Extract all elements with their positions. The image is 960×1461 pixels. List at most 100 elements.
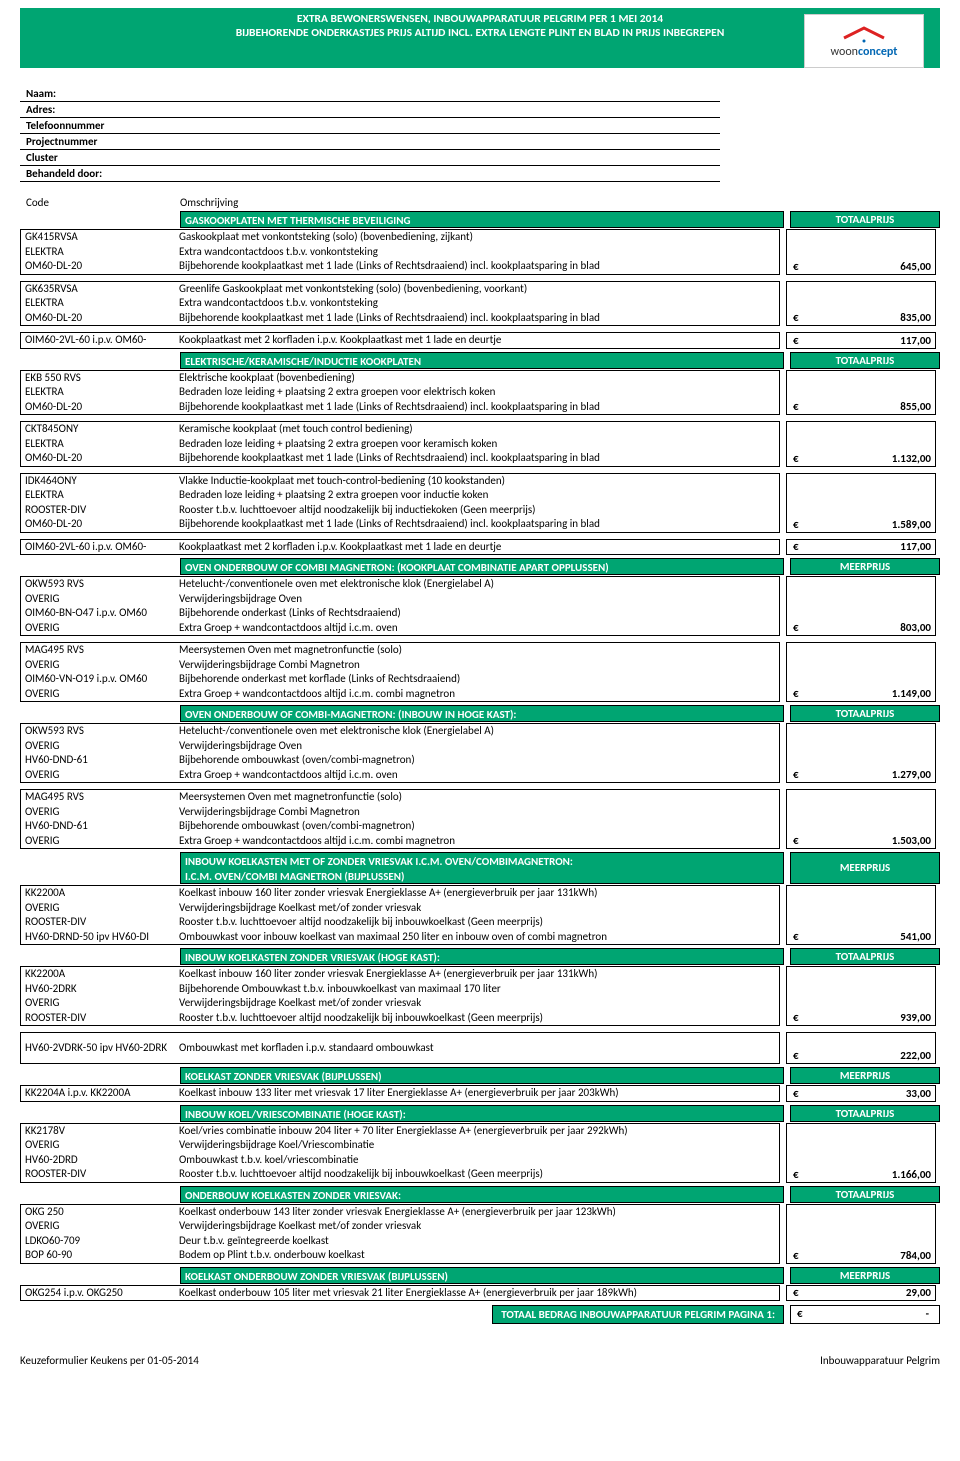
item-price: 1.279,00 [892, 768, 931, 781]
euro-symbol: € [793, 687, 799, 700]
item-line: ROOSTER-DIVRooster t.b.v. luchttoevoer a… [21, 915, 779, 930]
price-header: MEERPRIJS [790, 558, 940, 575]
item-code: OKW593 RVS [21, 724, 179, 739]
item-block-left: MAG495 RVSMeersystemen Oven met magnetro… [20, 642, 780, 702]
item-block: OKG 250Koelkast onderbouw 143 liter zond… [20, 1204, 940, 1264]
item-code: ELEKTRA [21, 385, 179, 400]
item-code: ELEKTRA [21, 296, 179, 311]
section-header: KOELKAST ZONDER VRIESVAK (BIJPLUSSEN) MEE… [180, 1067, 940, 1084]
item-desc: Hetelucht-/conventionele oven met elektr… [179, 577, 779, 592]
item-code: HV60-DND-61 [21, 753, 179, 768]
item-code: KK2200A [21, 967, 179, 982]
item-desc: Elektrische kookplaat (bovenbediening) [179, 371, 779, 386]
item-desc: Bedraden loze leiding + plaatsing 2 extr… [179, 488, 779, 503]
item-line: KK2178VKoel/vries combinatie inbouw 204 … [21, 1124, 779, 1139]
item-code: KK2178V [21, 1124, 179, 1139]
item-price: 222,00 [900, 1049, 931, 1062]
item-desc: Verwijderingsbijdrage Oven [179, 592, 779, 607]
item-price: 939,00 [900, 1011, 931, 1024]
item-block: KK2178VKoel/vries combinatie inbouw 204 … [20, 1123, 940, 1183]
item-desc: Keramische kookplaat (met touch control … [179, 422, 779, 437]
item-desc: Hetelucht-/conventionele oven met elektr… [179, 724, 779, 739]
item-desc: Extra Groep + wandcontactdoos altijd i.c… [179, 834, 779, 849]
item-code: OM60-DL-20 [21, 517, 179, 532]
item-code: KK2200A [21, 886, 179, 901]
section-header: ELEKTRISCHE/KERAMISCHE/INDUCTIE KOOKPLAT… [180, 352, 940, 369]
item-line: OM60-DL-20Bijbehorende kookplaatkast met… [21, 311, 779, 326]
item-desc: Koelkast onderbouw 105 liter met vriesva… [179, 1286, 779, 1301]
item-code: EKB 550 RVS [21, 371, 179, 386]
item-code: MAG495 RVS [21, 790, 179, 805]
item-desc: Rooster t.b.v. luchttoevoer altijd noodz… [179, 915, 779, 930]
item-block: KK2200AKoelkast inbouw 160 liter zonder … [20, 885, 940, 945]
item-line: OVERIGVerwijderingsbijdrage Oven [21, 739, 779, 754]
item-code: OVERIG [21, 834, 179, 849]
item-desc: Bedraden loze leiding + plaatsing 2 extr… [179, 437, 779, 452]
section-header: ONDERBOUW KOELKASTEN ZONDER VRIESVAK:TOT… [180, 1186, 940, 1203]
item-desc: Extra wandcontactdoos t.b.v. vonkontstek… [179, 296, 779, 311]
euro-symbol: € [793, 260, 799, 273]
item-desc: Bijbehorende kookplaatkast met 1 lade (L… [179, 451, 779, 466]
item-code: HV60-2DRK [21, 982, 179, 997]
item-code: OM60-DL-20 [21, 451, 179, 466]
item-price: 784,00 [900, 1249, 931, 1262]
item-code: HV60-2VDRK-50 ipv HV60-2DRK [21, 1041, 179, 1056]
section-title: INBOUW KOEL/VRIESCOMBINATIE (HOGE KAST): [180, 1105, 784, 1122]
item-desc: Bijbehorende kookplaatkast met 1 lade (L… [179, 259, 779, 274]
item-line: HV60-DRND-50 ipv HV60-DIOmbouwkast voor … [21, 930, 779, 945]
item-desc: Extra wandcontactdoos t.b.v. vonkontstek… [179, 245, 779, 260]
item-desc: Rooster t.b.v. luchttoevoer altijd noodz… [179, 503, 779, 518]
col-desc: Omschrijving [180, 196, 940, 209]
price-header: TOTAALPRIJS [790, 1105, 940, 1122]
item-code: OKG 250 [21, 1205, 179, 1220]
item-line: HV60-DND-61Bijbehorende ombouwkast (oven… [21, 753, 779, 768]
item-code: OVERIG [21, 592, 179, 607]
item-block: OKW593 RVSHetelucht-/conventionele oven … [20, 576, 940, 636]
section-title: INBOUW KOELKASTEN MET OF ZONDER VRIESVAK… [180, 852, 784, 884]
item-block: GK635RVSAGreenlife Gaskookplaat met vonk… [20, 281, 940, 327]
item-line: MAG495 RVSMeersystemen Oven met magnetro… [21, 790, 779, 805]
item-code: HV60-DRND-50 ipv HV60-DI [21, 930, 179, 945]
item-price: 1.149,00 [892, 687, 931, 700]
item-code: OVERIG [21, 805, 179, 820]
item-code: ELEKTRA [21, 488, 179, 503]
form-fields: Naam: Adres: Telefoonnummer Projectnumme… [20, 86, 720, 182]
item-block-left: KK2178VKoel/vries combinatie inbouw 204 … [20, 1123, 780, 1183]
section-title: KOELKAST ZONDER VRIESVAK (BIJPLUSSEN) [180, 1067, 784, 1084]
item-desc: Ombouwkast met korfladen i.p.v. standaar… [179, 1041, 779, 1056]
item-block-left: EKB 550 RVSElektrische kookplaat (bovenb… [20, 370, 780, 416]
item-line: HV60-DND-61Bijbehorende ombouwkast (oven… [21, 819, 779, 834]
item-block: OIM60-2VL-60 i.p.v. OM60-Kookplaatkast m… [20, 539, 940, 556]
form-label: Cluster [20, 150, 160, 165]
price-header: TOTAALPRIJS [790, 211, 940, 228]
item-desc: Bijbehorende kookplaatkast met 1 lade (L… [179, 517, 779, 532]
item-desc: Koelkast inbouw 133 liter met vriesvak 1… [179, 1086, 779, 1101]
item-line: OVERIGExtra Groep + wandcontactdoos alti… [21, 834, 779, 849]
section-title: ONDERBOUW KOELKASTEN ZONDER VRIESVAK: [180, 1186, 784, 1203]
item-line: OVERIGVerwijderingsbijdrage Combi Magnet… [21, 658, 779, 673]
item-code: OKG254 i.p.v. OKG250 [21, 1286, 179, 1301]
item-line: OVERIGVerwijderingsbijdrage Koel/Vriesco… [21, 1138, 779, 1153]
item-line: ELEKTRABedraden loze leiding + plaatsing… [21, 385, 779, 400]
item-line: OVERIGVerwijderingsbijdrage Koelkast met… [21, 901, 779, 916]
column-headers: Code Omschrijving [20, 196, 940, 209]
item-line: HV60-2DRKBijbehorende Ombouwkast t.b.v. … [21, 982, 779, 997]
item-block: CKT845ONYKeramische kookplaat (met touch… [20, 421, 940, 467]
item-price-box: €1.166,00 [786, 1123, 936, 1183]
item-line: KK2200AKoelkast inbouw 160 liter zonder … [21, 967, 779, 982]
header-banner: EXTRA BEWONERSWENSEN, INBOUWAPPARATUUR P… [20, 8, 940, 68]
item-price: 835,00 [900, 311, 931, 324]
item-code: ROOSTER-DIV [21, 1011, 179, 1026]
form-label: Projectnummer [20, 134, 160, 149]
item-code: OM60-DL-20 [21, 259, 179, 274]
item-desc: Koel/vries combinatie inbouw 204 liter +… [179, 1124, 779, 1139]
item-line: HV60-2DRDOmbouwkast t.b.v. koel/vriescom… [21, 1153, 779, 1168]
euro-symbol: € [793, 1087, 799, 1100]
item-price: 645,00 [900, 260, 931, 273]
euro-symbol: € [793, 621, 799, 634]
item-code: OIM60-2VL-60 i.p.v. OM60- [21, 540, 179, 555]
item-desc: Extra Groep + wandcontactdoos altijd i.c… [179, 687, 779, 702]
price-header: MEERPRIJS [790, 1067, 940, 1084]
item-block-left: IDK464ONYVlakke Inductie-kookplaat met t… [20, 473, 780, 533]
item-line: OKW593 RVSHetelucht-/conventionele oven … [21, 577, 779, 592]
